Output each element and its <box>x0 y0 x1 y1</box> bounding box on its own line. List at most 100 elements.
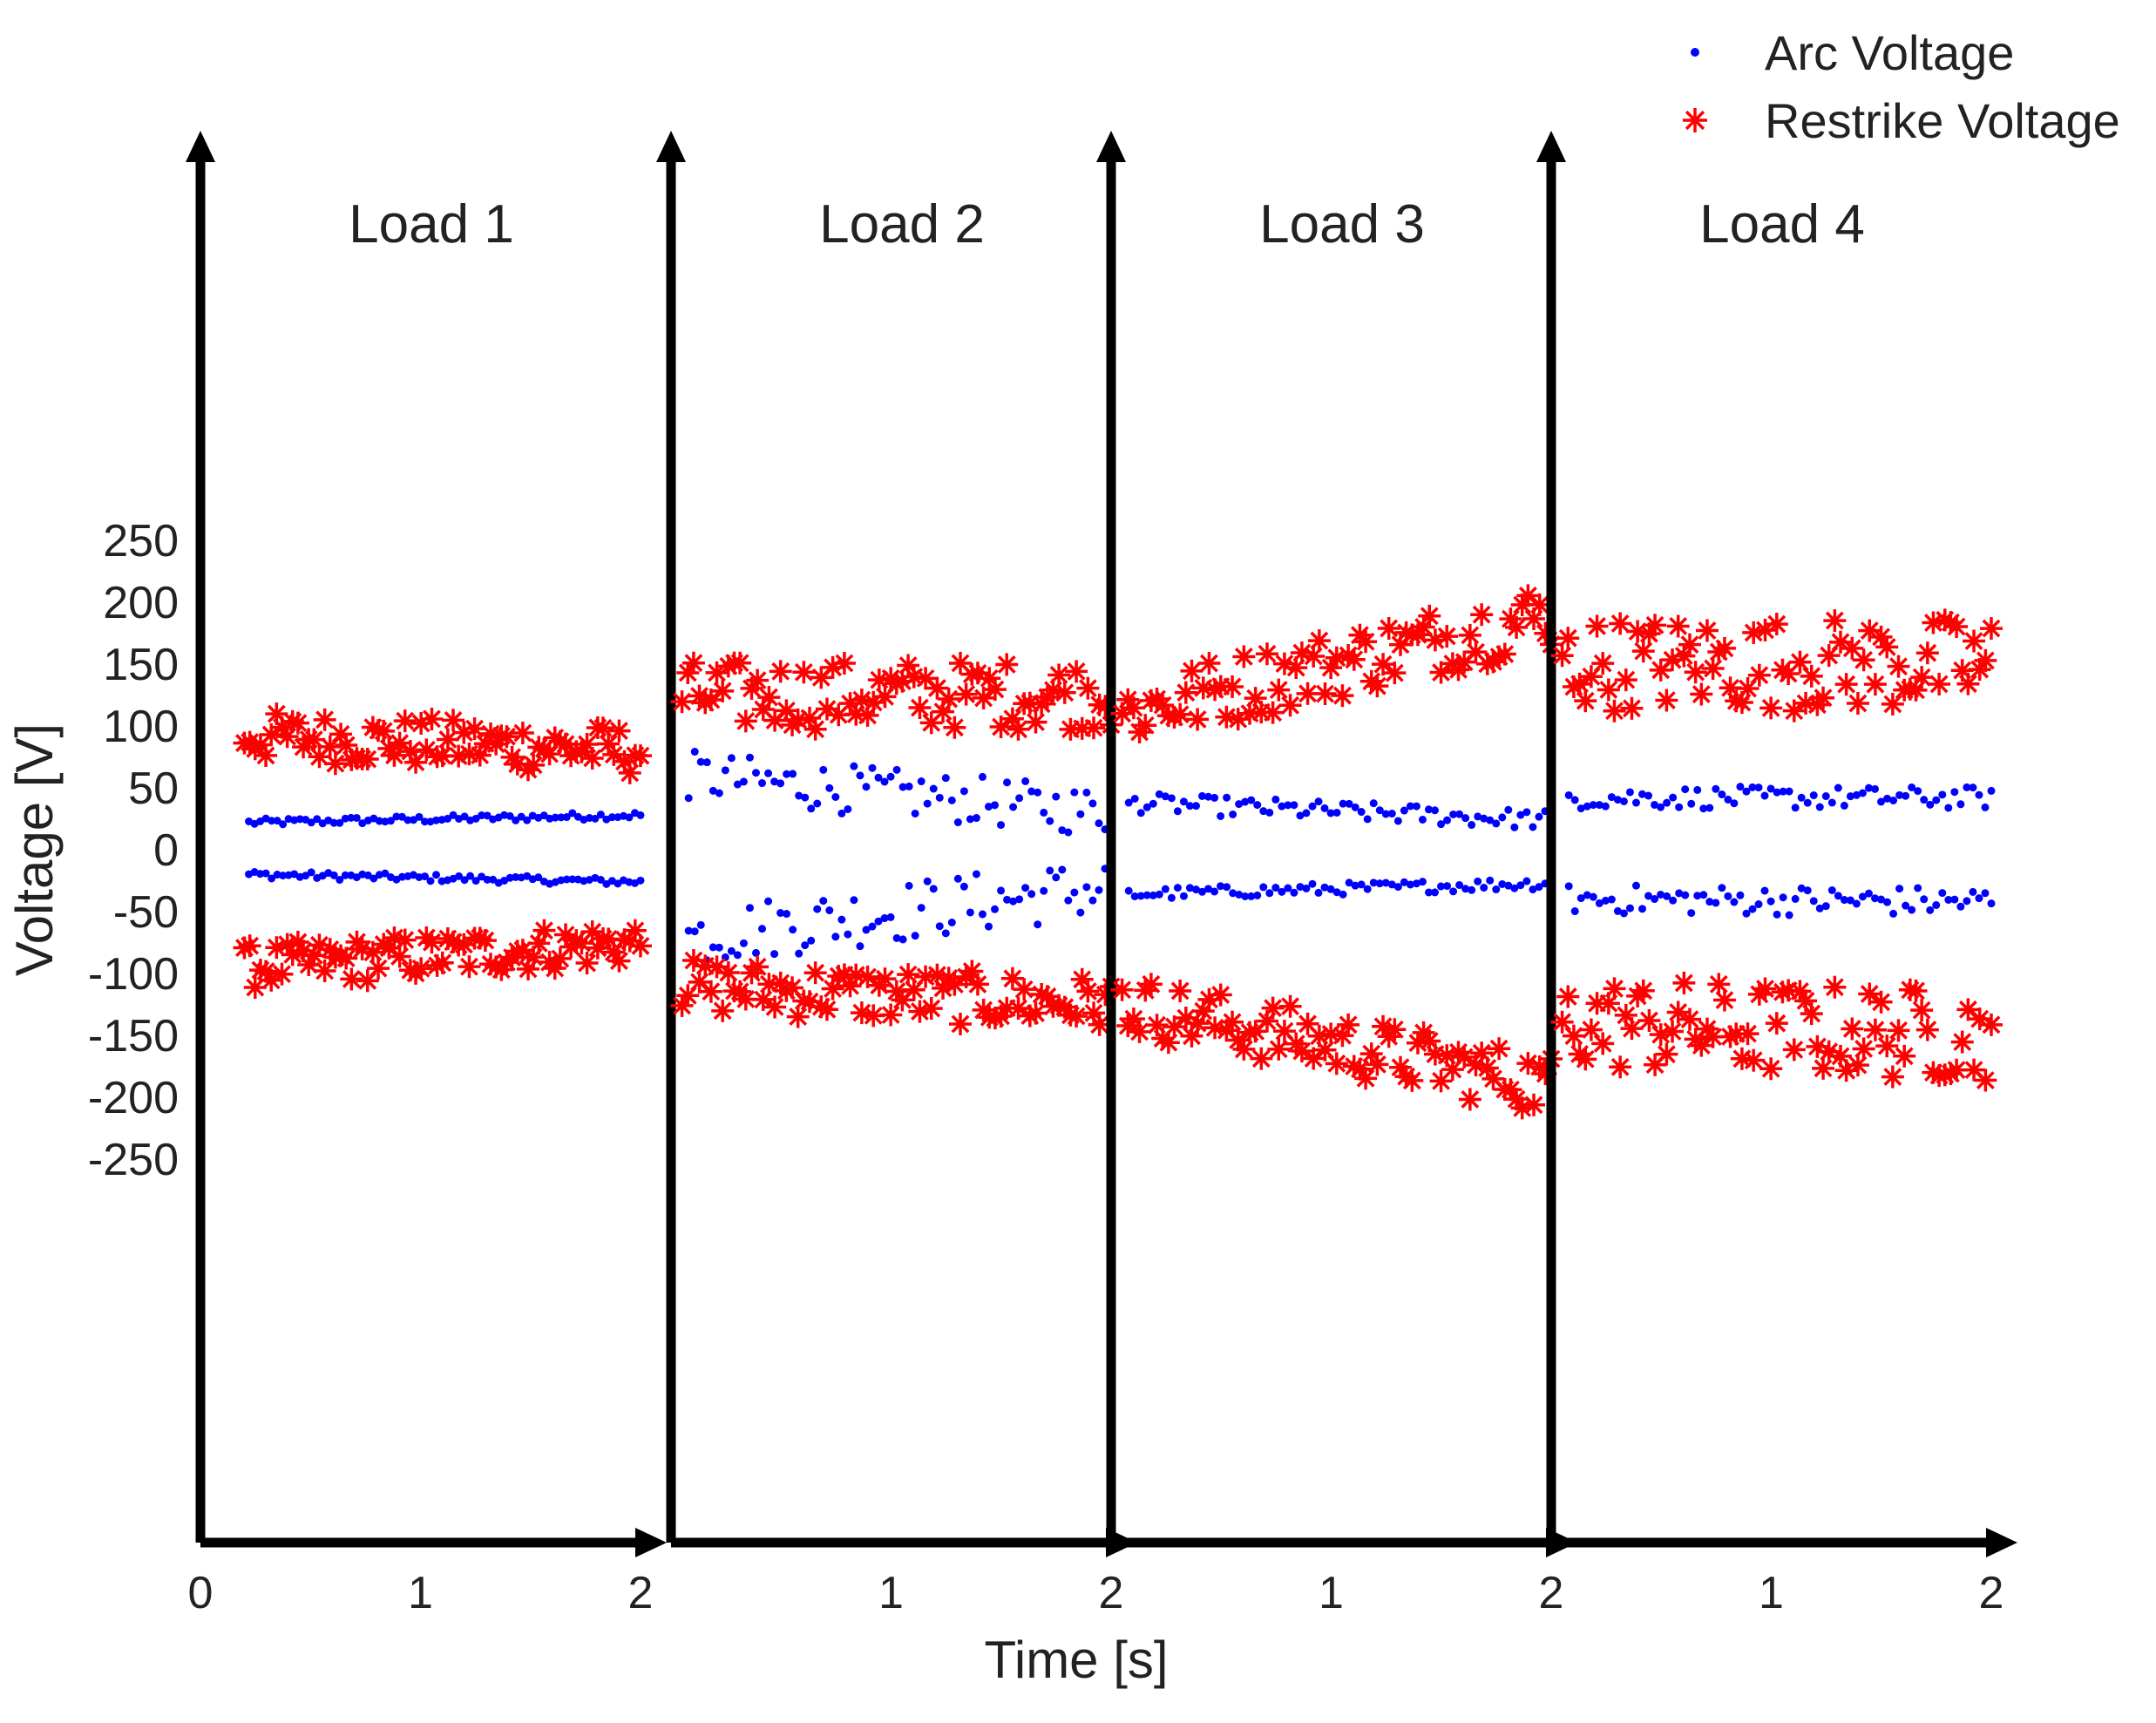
asterisk-stroke <box>1680 1010 1699 1029</box>
asterisk-stroke <box>369 959 388 978</box>
restrike-voltage-point <box>1174 681 1197 704</box>
x-axis-arrow <box>1986 1528 2017 1557</box>
arc-voltage-point <box>1332 808 1341 817</box>
restrike-voltage-point <box>356 748 379 771</box>
restrike-voltage-point <box>1980 617 2003 641</box>
asterisk-stroke <box>1767 614 1786 634</box>
asterisk-stroke <box>1918 643 1937 662</box>
asterisk-stroke <box>1640 1011 1658 1030</box>
arc-voltage-point <box>1858 789 1867 797</box>
restrike-voltage-point <box>302 728 326 751</box>
asterisk-stroke <box>1153 695 1172 715</box>
arc-voltage-point <box>1235 890 1244 899</box>
restrike-voltage-point <box>618 761 641 784</box>
arc-voltage-point <box>1474 877 1482 885</box>
arc-voltage-point <box>991 801 1000 810</box>
asterisk-stroke <box>1866 675 1885 694</box>
arc-voltage-point <box>1834 892 1842 900</box>
asterisk-stroke <box>1432 663 1451 682</box>
arc-voltage-point <box>1259 807 1268 816</box>
arc-voltage-point <box>801 793 810 802</box>
asterisk-stroke <box>1866 1021 1885 1040</box>
arc-voltage-point <box>819 897 828 906</box>
restrike-voltage-point <box>254 743 278 767</box>
restrike-voltage-point <box>1250 1047 1273 1070</box>
restrike-voltage-point <box>372 719 396 743</box>
restrike-voltage-point <box>879 1003 903 1027</box>
y-tick-label: 200 <box>103 578 179 628</box>
arc-voltage-point <box>947 796 956 804</box>
arc-voltage-point <box>1167 794 1176 803</box>
arc-voltage-point <box>415 812 424 821</box>
asterisk-stroke <box>1605 979 1624 998</box>
restrike-voltage-point <box>943 973 966 996</box>
restrike-voltage-point <box>1499 1078 1522 1102</box>
arc-voltage-point <box>1785 787 1793 796</box>
asterisk-stroke <box>385 928 403 947</box>
asterisk-stroke <box>1281 997 1300 1016</box>
asterisk-stroke <box>713 1001 732 1021</box>
restrike-voltage-point <box>1747 663 1771 687</box>
arc-voltage-point <box>929 885 938 893</box>
arc-voltage-point <box>1613 906 1622 915</box>
restrike-voltage-point <box>1655 1042 1678 1066</box>
restrike-voltage-point <box>260 723 283 747</box>
asterisk-stroke <box>1373 655 1393 674</box>
arc-voltage-point <box>1607 793 1616 802</box>
arc-voltage-point <box>1387 810 1396 818</box>
arc-voltage-point <box>911 809 919 817</box>
asterisk-stroke <box>1570 675 1590 694</box>
asterisk-stroke <box>1982 1015 2001 1034</box>
arc-voltage-point <box>991 905 1000 913</box>
asterisk-stroke <box>1275 655 1294 674</box>
restrike-voltage-point <box>995 653 1019 676</box>
arc-voltage-point <box>1173 807 1182 816</box>
arc-voltage-point <box>268 817 276 825</box>
restrike-voltage-point <box>431 951 454 974</box>
arc-voltage-point <box>844 804 852 813</box>
y-axis-arrow <box>186 131 215 162</box>
asterisk-stroke <box>1426 630 1445 649</box>
asterisk-stroke <box>1142 974 1161 994</box>
restrike-voltage-point <box>1666 614 1690 638</box>
arc-voltage-point <box>1791 894 1800 903</box>
arc-voltage-point <box>1724 892 1732 900</box>
asterisk-stroke <box>887 982 906 1001</box>
arc-voltage-point <box>783 910 791 919</box>
restrike-voltage-point <box>1556 627 1580 650</box>
arc-voltage-point <box>1883 898 1892 906</box>
asterisk-stroke <box>945 718 964 737</box>
arc-voltage-point <box>751 769 760 777</box>
arc-voltage-point <box>727 754 736 763</box>
arc-voltage-point <box>856 942 864 951</box>
arc-voltage-point <box>739 939 748 947</box>
asterisk-stroke <box>1090 1015 1109 1034</box>
restrike-voltage-point <box>729 651 752 675</box>
y-tick-label: 0 <box>153 825 179 876</box>
restrike-voltage-point <box>1180 659 1203 682</box>
arc-voltage-point <box>1271 884 1280 892</box>
y-tick-label: 50 <box>128 763 179 814</box>
arc-voltage-point <box>1815 803 1824 811</box>
arc-voltage-point <box>1167 893 1176 902</box>
arc-voltage-point <box>1742 909 1751 918</box>
legend: Arc Voltage Restrike Voltage <box>1683 25 2120 148</box>
arc-voltage-point <box>1003 778 1012 787</box>
arc-voltage-point <box>1969 887 1977 896</box>
arc-voltage-point <box>426 877 435 885</box>
arc-voltage-point <box>837 915 846 924</box>
arc-voltage-point <box>868 763 877 772</box>
panel-title: Load 2 <box>819 194 985 254</box>
restrike-voltage-point <box>463 717 486 741</box>
asterisk-stroke <box>1420 607 1439 626</box>
restrike-voltage-point <box>1585 614 1609 638</box>
restrike-voltage-point <box>1261 701 1285 724</box>
arc-voltage-point <box>1699 891 1708 899</box>
asterisk-stroke <box>1513 1098 1532 1117</box>
restrike-voltage-point <box>1013 978 1036 1001</box>
y-tick-labels: 250 200 150 100 50 0 -50 -100 -150 -200 -250 <box>88 516 179 1185</box>
arc-voltage-point <box>279 820 288 829</box>
arc-voltage-point <box>1669 896 1678 905</box>
arc-voltage-point <box>978 910 986 919</box>
asterisk-stroke <box>817 700 837 718</box>
